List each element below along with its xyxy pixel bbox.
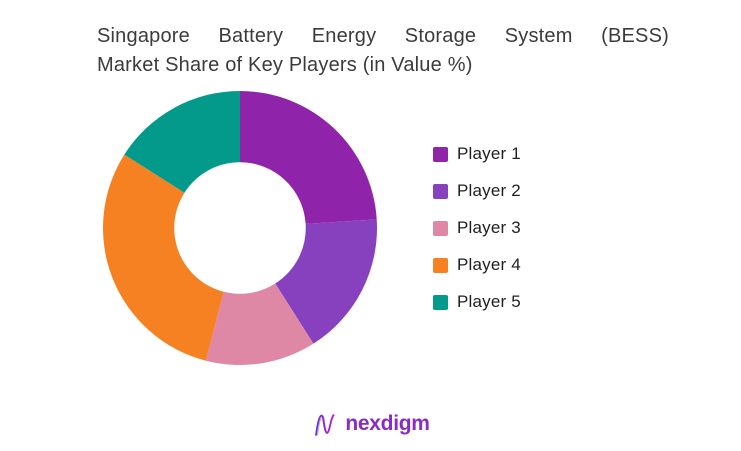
legend-label: Player 4 [457, 255, 521, 274]
legend-swatch [433, 220, 448, 236]
legend-item-3: Player 3 [433, 218, 521, 237]
donut-slice-player-4 [102, 154, 224, 361]
legend-item-5: Player 5 [433, 292, 521, 311]
legend-item-4: Player 4 [433, 255, 521, 274]
legend-item-1: Player 1 [433, 144, 521, 163]
donut-slice-player-2 [275, 219, 378, 344]
legend-swatch [433, 183, 448, 199]
nexdigm-logo: nexdigm [0, 409, 741, 439]
legend-label: Player 1 [457, 144, 521, 163]
donut-slice-player-3 [205, 283, 314, 366]
legend-item-2: Player 2 [433, 181, 521, 200]
legend-swatch [433, 257, 448, 273]
chart-title: Singapore Battery Energy Storage System … [97, 22, 669, 80]
legend-label: Player 5 [457, 292, 521, 311]
donut-slice-player-5 [124, 91, 240, 193]
legend-swatch [433, 146, 448, 162]
chart-title-line2: Market Share of Key Players (in Value %) [97, 54, 473, 76]
nexdigm-wave-n-icon [315, 414, 336, 436]
legend-label: Player 2 [457, 181, 521, 200]
legend-label: Player 3 [457, 218, 521, 237]
nexdigm-logo-text: nexdigm [345, 412, 430, 435]
chart-legend: Player 1 Player 2 Player 3 Player 4 Player 5 [433, 144, 521, 330]
chart-title-line1: Singapore Battery Energy Storage System … [97, 25, 669, 47]
donut-slice-player-1 [240, 91, 377, 224]
legend-swatch [433, 294, 448, 310]
